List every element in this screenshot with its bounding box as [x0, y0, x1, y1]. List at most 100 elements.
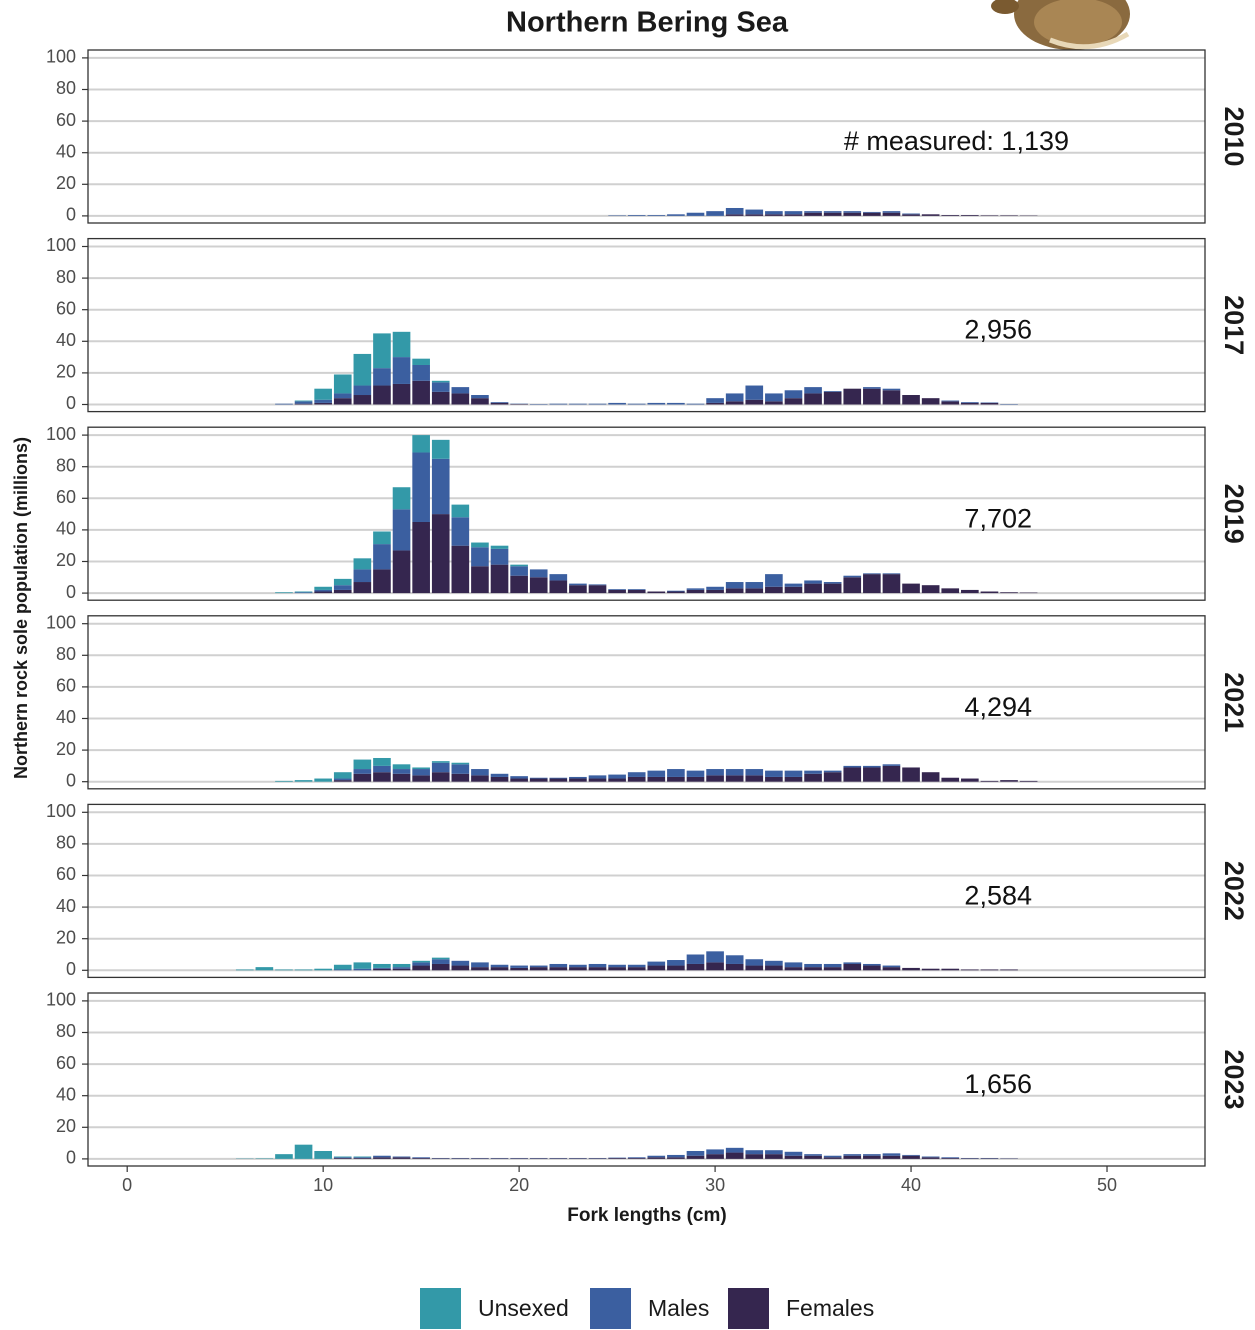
bar-segment	[883, 389, 901, 391]
bar-segment	[863, 1154, 881, 1156]
bar-segment	[354, 969, 372, 971]
bar-segment	[765, 587, 783, 593]
bar-segment	[549, 778, 567, 779]
bar-segment	[863, 387, 881, 389]
bar-segment	[883, 1153, 901, 1155]
bar-segment	[804, 1154, 822, 1156]
bar-segment	[452, 546, 470, 593]
bar-segment	[589, 967, 607, 970]
bar-segment	[765, 211, 783, 214]
bar-segment	[667, 214, 685, 216]
bar-segment	[824, 1156, 842, 1158]
bar-segment	[354, 558, 372, 569]
legend-swatch	[728, 1288, 769, 1329]
bar-segment	[510, 966, 528, 968]
bar-segment	[334, 970, 352, 971]
bar-segment	[569, 965, 587, 967]
bar-segment	[549, 967, 567, 970]
y-tick-label: 0	[66, 1148, 76, 1168]
bar-segment	[412, 961, 430, 963]
bar-segment	[863, 1156, 881, 1159]
bar-segment	[314, 779, 332, 782]
y-tick-label: 100	[46, 990, 76, 1010]
bar-segment	[726, 588, 744, 593]
bar-segment	[824, 211, 842, 213]
bar-segment	[785, 1152, 803, 1156]
bar-segment	[843, 577, 861, 593]
y-tick-label: 20	[56, 927, 76, 947]
bar-segment	[706, 1154, 724, 1159]
y-tick-label: 100	[46, 47, 76, 67]
bar-segment	[432, 959, 450, 964]
bar-segment	[295, 592, 313, 593]
bar-segment	[804, 211, 822, 213]
bar-segment	[628, 967, 646, 970]
bar-segment	[745, 769, 763, 775]
bar-segment	[412, 966, 430, 971]
bar-segment	[745, 210, 763, 215]
bar-segment	[726, 393, 744, 401]
fish-illustration	[991, 0, 1130, 50]
bar-segment	[354, 1158, 372, 1159]
bar-segment	[863, 767, 881, 781]
bar-segment	[883, 1156, 901, 1159]
bar-segment	[706, 398, 724, 403]
bar-segment	[628, 777, 646, 782]
bar-segment	[334, 965, 352, 970]
y-tick-label: 40	[56, 141, 76, 161]
bar-segment	[373, 964, 391, 968]
bar-segment	[804, 584, 822, 593]
bar-segment	[804, 387, 822, 393]
bar-segment	[510, 968, 528, 970]
bar-segment	[628, 772, 646, 777]
x-tick-label: 0	[122, 1175, 132, 1195]
bar-segment	[706, 211, 724, 216]
bar-segment	[471, 775, 489, 781]
bar-segment	[530, 967, 548, 970]
bar-segment	[452, 763, 470, 765]
bar-segment	[765, 401, 783, 404]
bar-segment	[922, 772, 940, 781]
bar-segment	[902, 1155, 920, 1156]
bar-segment	[589, 775, 607, 778]
bar-segment	[804, 964, 822, 967]
bar-segment	[275, 781, 293, 782]
bar-segment	[452, 393, 470, 404]
bar-segment	[393, 1157, 411, 1159]
bar-segment	[843, 766, 861, 768]
bar-segment	[471, 398, 489, 404]
bar-segment	[569, 404, 587, 405]
bar-segment	[902, 968, 920, 970]
bar-segment	[569, 967, 587, 970]
bar-segment	[471, 395, 489, 398]
y-tick-label: 0	[66, 393, 76, 413]
y-tick-label: 100	[46, 235, 76, 255]
bar-segment	[667, 1157, 685, 1159]
bar-segment	[608, 965, 626, 967]
y-tick-label: 60	[56, 110, 76, 130]
bar-segment	[452, 764, 470, 773]
bar-segment	[471, 769, 489, 775]
bar-segment	[785, 771, 803, 777]
bar-segment	[687, 1156, 705, 1159]
x-tick-label: 30	[705, 1175, 725, 1195]
bar-segment	[824, 391, 842, 392]
bar-segment	[373, 569, 391, 593]
bar-segment	[647, 403, 665, 405]
bar-segment	[412, 435, 430, 452]
bar-segment	[452, 961, 470, 966]
bar-segment	[549, 574, 567, 580]
bar-segment	[334, 1157, 352, 1158]
bar-segment	[804, 1156, 822, 1159]
y-tick-label: 20	[56, 1116, 76, 1136]
bar-segment	[412, 1157, 430, 1158]
bar-segment	[432, 514, 450, 593]
bar-segment	[765, 1150, 783, 1154]
bar-segment	[589, 404, 607, 405]
bar-segment	[941, 778, 959, 782]
bar-segment	[393, 1157, 411, 1158]
bar-segment	[491, 774, 509, 777]
y-tick-label: 80	[56, 644, 76, 664]
x-tick-label: 10	[313, 1175, 333, 1195]
bar-segment	[804, 774, 822, 782]
